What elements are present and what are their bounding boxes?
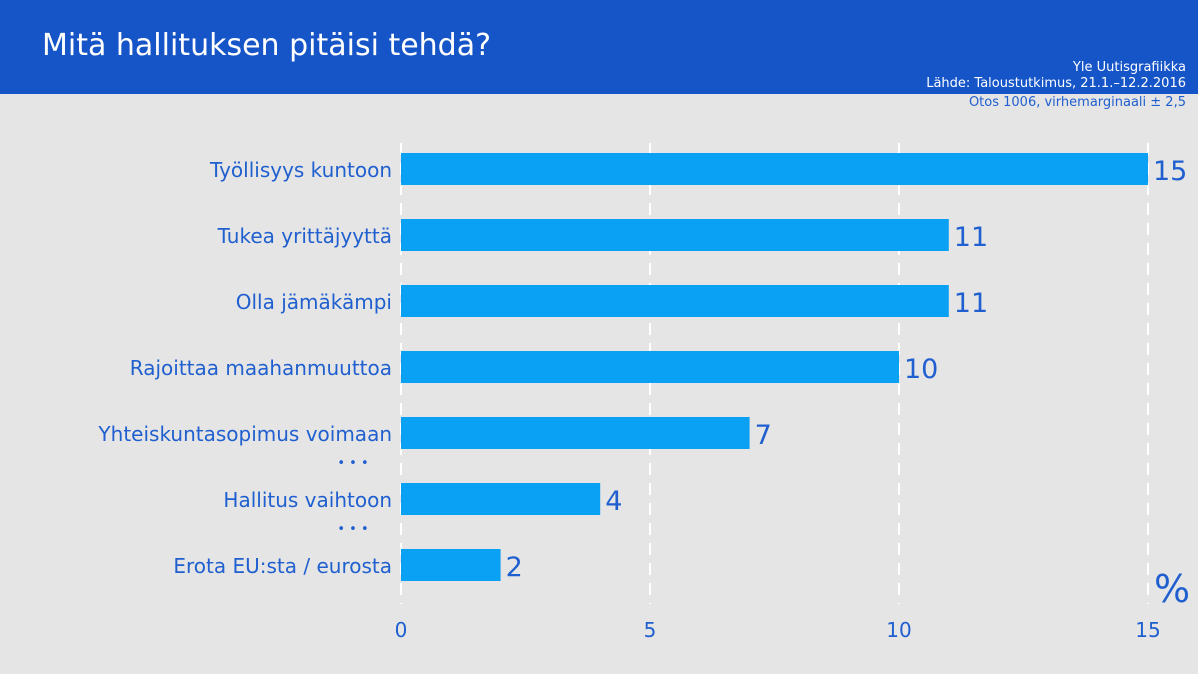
x-tick-label-1: 5 xyxy=(644,618,657,642)
value-label-3: 10 xyxy=(904,354,938,385)
value-label-2: 11 xyxy=(954,288,988,319)
category-label-4: Yhteiskuntasopimus voimaan xyxy=(97,422,392,446)
credit-text: Yle Uutisgrafiikka xyxy=(1072,60,1186,75)
category-label-6: Erota EU:sta / eurosta xyxy=(173,554,392,578)
category-label-5: Hallitus vaihtoon xyxy=(223,488,392,512)
bar-6 xyxy=(401,549,501,581)
category-label-1: Tukea yrittäjyyttä xyxy=(217,224,392,248)
source-text: Lähde: Taloustutkimus, 21.1.–12.2.2016 xyxy=(926,76,1186,91)
gap-marker-0: • • • xyxy=(337,456,368,471)
bar-4 xyxy=(401,417,750,449)
chart-title: Mitä hallituksen pitäisi tehdä? xyxy=(42,28,492,63)
unit-label: % xyxy=(1154,567,1190,611)
bar-1 xyxy=(401,219,949,251)
value-label-0: 15 xyxy=(1153,156,1187,187)
x-tick-label-0: 0 xyxy=(395,618,408,642)
value-label-5: 4 xyxy=(605,486,622,517)
x-tick-label-2: 10 xyxy=(886,618,911,642)
category-label-2: Olla jämäkämpi xyxy=(236,290,392,314)
bar-5 xyxy=(401,483,601,515)
gap-marker-1: • • • xyxy=(337,522,368,537)
bar-0 xyxy=(401,153,1148,185)
x-tick-label-3: 15 xyxy=(1135,618,1160,642)
bar-3 xyxy=(401,351,899,383)
bar-2 xyxy=(401,285,949,317)
header-bar: Mitä hallituksen pitäisi tehdä? Yle Uuti… xyxy=(0,0,1198,94)
category-label-0: Työllisyys kuntoon xyxy=(209,158,392,182)
value-label-1: 11 xyxy=(954,222,988,253)
sample-text: Otos 1006, virhemarginaali ± 2,5 xyxy=(968,95,1186,110)
value-label-6: 2 xyxy=(506,552,523,583)
category-label-3: Rajoittaa maahanmuuttoa xyxy=(130,356,392,380)
value-label-4: 7 xyxy=(755,420,772,451)
